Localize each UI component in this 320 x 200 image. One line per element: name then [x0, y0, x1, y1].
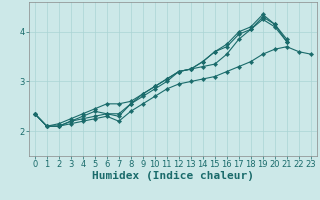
X-axis label: Humidex (Indice chaleur): Humidex (Indice chaleur) [92, 171, 254, 181]
